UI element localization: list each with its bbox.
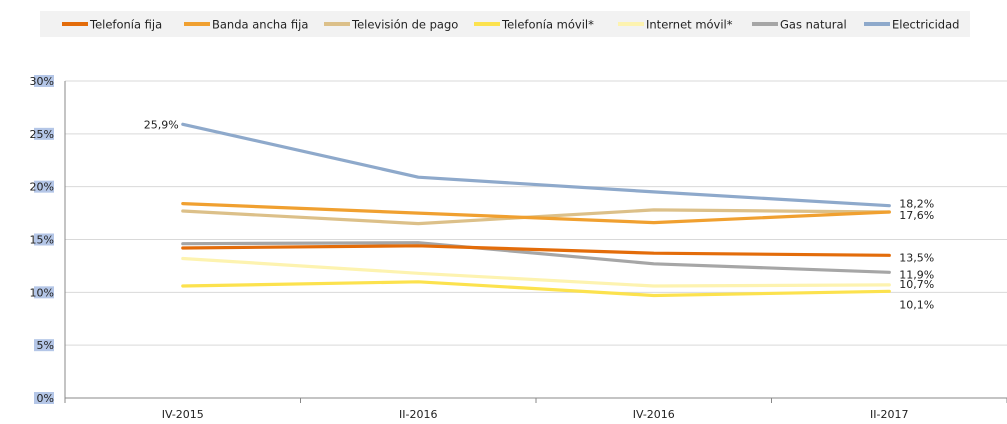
series-line-banda-ancha-fija — [181, 202, 891, 225]
legend-label-telefonia-fija: Telefonía fija — [89, 18, 162, 32]
ytick-label: 20% — [30, 181, 54, 194]
series-line-telefonia-fija — [181, 244, 891, 257]
ytick-label: 25% — [30, 128, 54, 141]
ytick-highlight — [34, 233, 54, 246]
category-label: IV-2015 — [162, 408, 204, 421]
legend-label-internet-movil: Internet móvil* — [646, 18, 733, 32]
axes: 0% 5% 10% 15% 20% 25% 30% IV-2015 II-2016 IV-2016… — [30, 75, 1007, 421]
ytick-highlight — [34, 286, 54, 299]
series-line-electricidad — [181, 122, 891, 208]
data-label: 10,7% — [899, 278, 934, 291]
series-line-telefonia-movil — [181, 280, 891, 298]
ytick-highlight — [34, 127, 54, 140]
legend-label-television-de-pago: Televisión de pago — [351, 18, 458, 32]
ytick-label: 0% — [37, 392, 54, 405]
category-label: II-2017 — [870, 408, 908, 421]
legend-label-gas-natural: Gas natural — [780, 18, 847, 32]
ytick-label: 10% — [30, 286, 54, 299]
ytick-highlight — [34, 339, 54, 352]
data-label: 10,1% — [899, 298, 934, 311]
data-label: 13,5% — [899, 251, 934, 264]
category-label: II-2016 — [399, 408, 437, 421]
data-label: 11,9% — [899, 268, 934, 281]
ytick-highlight — [34, 392, 54, 404]
category-label: IV-2016 — [633, 408, 675, 421]
ytick-highlight — [34, 75, 54, 87]
ytick-label: 15% — [30, 234, 54, 247]
data-label: 17,6% — [899, 209, 934, 222]
data-label: 18,2% — [899, 198, 934, 211]
legend-label-telefonia-movil: Telefonía móvil* — [501, 18, 594, 32]
series-lines — [181, 122, 891, 298]
legend: Telefonía fija Banda ancha fija Televisión… — [40, 11, 970, 37]
series-line-internet-movil — [181, 256, 891, 288]
data-labels: 25,9% 18,2%17,6% 13,5% 11,9%10,7% 10,1% — [144, 118, 934, 311]
legend-label-banda-ancha-fija: Banda ancha fija — [212, 18, 308, 32]
legend-label-electricidad: Electricidad — [892, 18, 959, 32]
ytick-highlight — [34, 180, 54, 193]
ytick-label: 30% — [30, 75, 54, 88]
series-line-gas-natural — [181, 241, 891, 274]
data-label: 25,9% — [144, 118, 179, 131]
ytick-label: 5% — [37, 339, 54, 352]
